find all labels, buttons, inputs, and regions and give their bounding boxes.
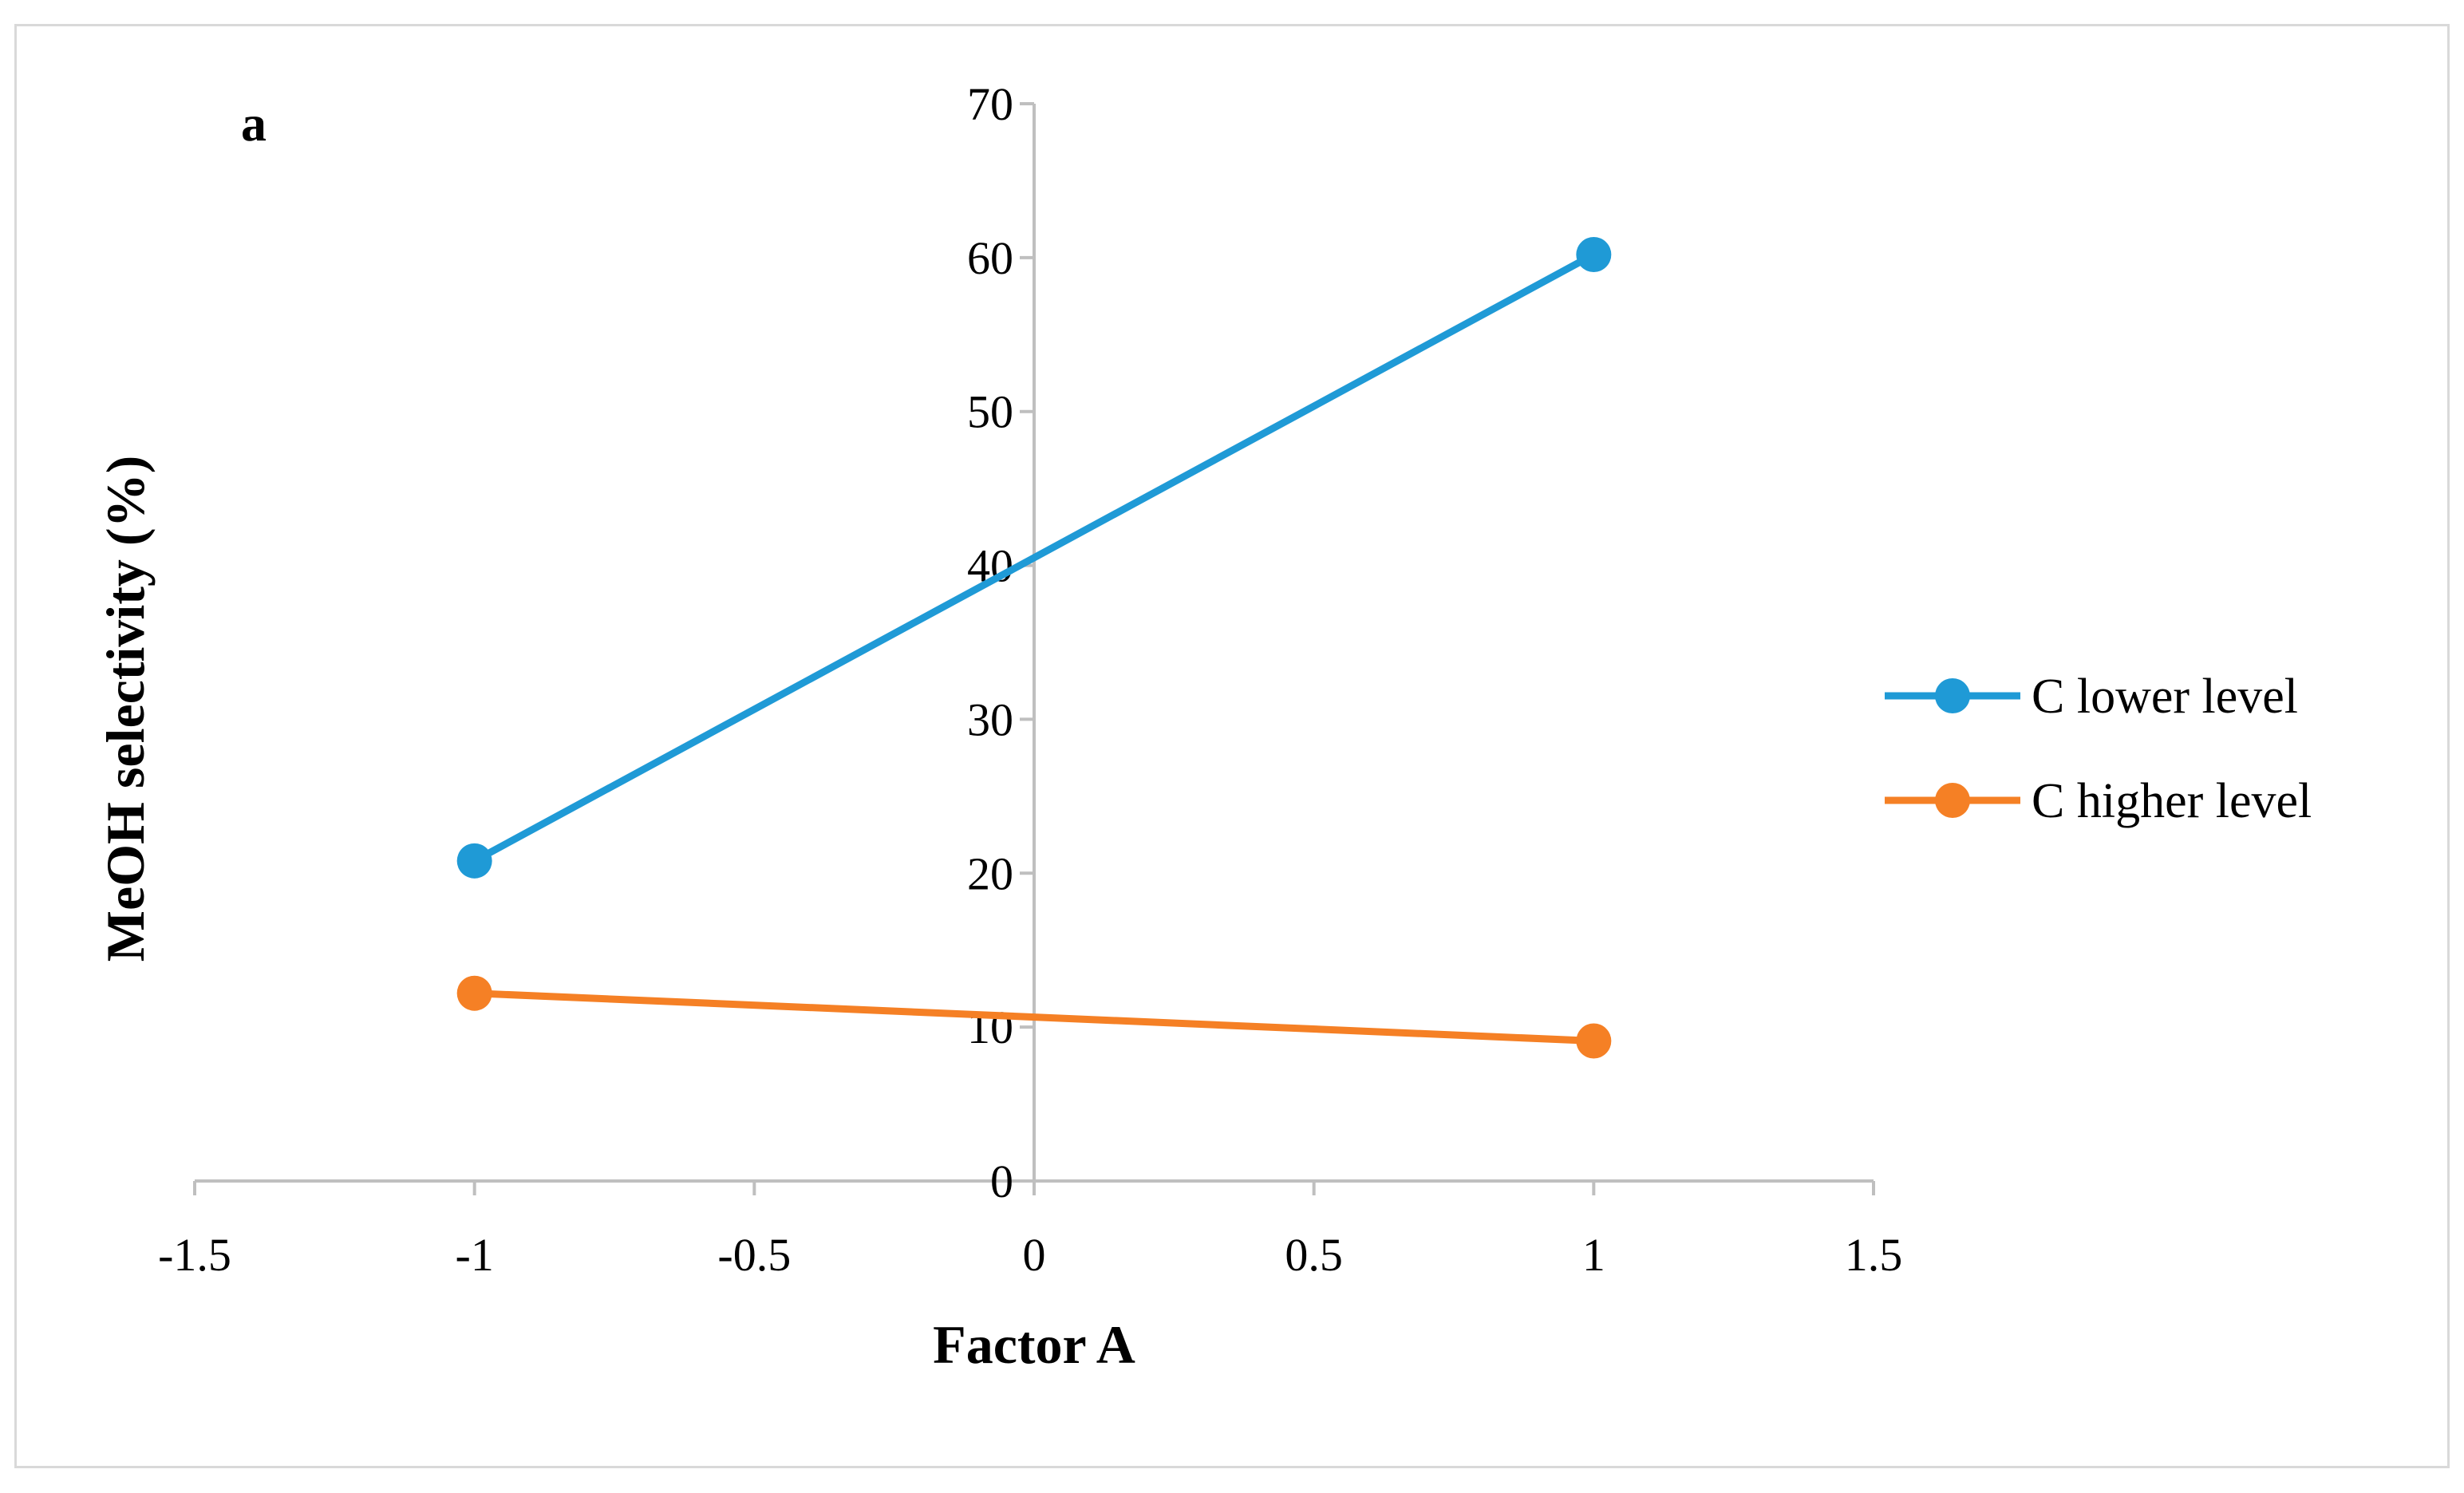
legend: C lower level C higher level xyxy=(1885,669,2312,828)
data-point-c-higher-level xyxy=(456,975,492,1011)
series-line-c-higher-level xyxy=(471,989,1597,1045)
chart-frame xyxy=(14,24,2450,1468)
legend-item-c-lower-level: C lower level xyxy=(1885,669,2298,724)
y-tick-label: 0 xyxy=(990,1155,1013,1207)
panel-label: a xyxy=(241,95,267,152)
x-tick-label: 1 xyxy=(1582,1229,1605,1281)
y-tick-label: 30 xyxy=(967,693,1013,745)
y-tick-label: 60 xyxy=(967,232,1013,284)
x-tick-label: 0 xyxy=(1023,1229,1046,1281)
y-tick-label: 70 xyxy=(967,78,1013,130)
x-tick-label: 0.5 xyxy=(1285,1229,1343,1281)
legend-marker-c-higher-level xyxy=(1935,783,1970,818)
y-axis-title: MeOH selectivity (%) xyxy=(95,456,156,962)
y-tick-label: 20 xyxy=(967,847,1013,899)
data-point-c-lower-level xyxy=(456,843,492,879)
x-tick-label: -1.5 xyxy=(158,1229,231,1281)
x-tick-label: -1 xyxy=(456,1229,494,1281)
data-point-c-higher-level xyxy=(1576,1023,1612,1059)
data-point-c-lower-level xyxy=(1576,237,1612,272)
axes xyxy=(193,102,1875,1195)
y-tick-label: 50 xyxy=(967,386,1013,438)
y-tick-label: 10 xyxy=(967,1001,1013,1053)
legend-marker-c-lower-level xyxy=(1935,678,1970,713)
x-tick-label: 1.5 xyxy=(1845,1229,1903,1281)
series-line-c-lower-level xyxy=(471,251,1597,865)
x-axis-title: Factor A xyxy=(933,1314,1135,1375)
legend-item-c-higher-level: C higher level xyxy=(1885,774,2312,828)
x-tick-label: -0.5 xyxy=(717,1229,791,1281)
legend-label-c-higher-level: C higher level xyxy=(2032,774,2312,828)
legend-label-c-lower-level: C lower level xyxy=(2032,669,2298,724)
series-lines xyxy=(456,237,1612,1059)
